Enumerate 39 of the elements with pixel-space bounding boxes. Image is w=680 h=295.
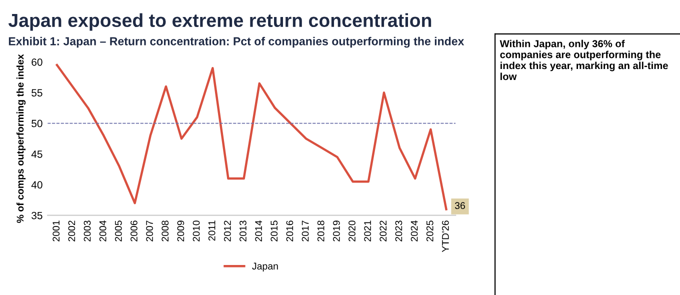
x-tick-label: 2018 <box>317 220 324 242</box>
x-tick-label: 2016 <box>286 220 294 242</box>
x-tick-label: 2025 <box>426 220 434 242</box>
x-tick-label: 2012 <box>224 220 231 242</box>
y-tick-label: 40 <box>31 181 42 189</box>
legend-label: Japan <box>252 262 278 272</box>
x-tick-label: 2004 <box>99 220 106 242</box>
data-label: 36 <box>454 202 465 210</box>
x-tick-label: 2017 <box>302 220 309 242</box>
y-tick-label: 50 <box>32 120 42 128</box>
x-tick-label: 2014 <box>255 220 262 242</box>
x-tick-label: 2002 <box>68 220 76 242</box>
x-tick-label: 2019 <box>332 220 340 242</box>
x-tick-label: 2008 <box>162 220 169 242</box>
x-tick-label: 2010 <box>192 220 200 242</box>
x-tick-label: 2020 <box>348 220 356 242</box>
x-tick-label: 2011 <box>208 220 216 241</box>
y-tick-label: 45 <box>31 150 42 158</box>
x-tick-label: 2007 <box>146 220 153 242</box>
x-tick-label: 2024 <box>410 220 418 242</box>
x-tick-label: 2015 <box>270 220 278 242</box>
x-tick-label: 2001 <box>52 220 60 242</box>
text: Within Japan, only 36% of companies are outperforming the index this year, marking an all-time low <box>500 40 668 80</box>
chart-title: Japan exposed to extreme return concentration <box>8 13 432 31</box>
x-tick-label: 2021 <box>364 220 372 242</box>
x-tick-label: 2006 <box>130 220 138 242</box>
x-tick-label: 2023 <box>395 220 402 242</box>
x-tick-label: 2003 <box>84 220 91 242</box>
chart-subtitle: Exhibit 1: Japan – Return concentration: Pct of companies outperforming the index <box>8 36 464 48</box>
x-tick-label: 2013 <box>240 220 246 242</box>
y-tick-label: 35 <box>32 212 42 220</box>
x-tick-label: 2005 <box>114 220 122 242</box>
x-tick-label: 2022 <box>380 220 387 242</box>
y-tick-label: 60 <box>32 58 42 66</box>
y-tick-label: 55 <box>32 89 42 97</box>
line-series <box>56 64 448 210</box>
y-axis-title: % of comps outperforming the index <box>16 54 26 223</box>
x-tick-label: YTD'26 <box>442 220 449 252</box>
x-tick-label: 2009 <box>177 220 184 242</box>
